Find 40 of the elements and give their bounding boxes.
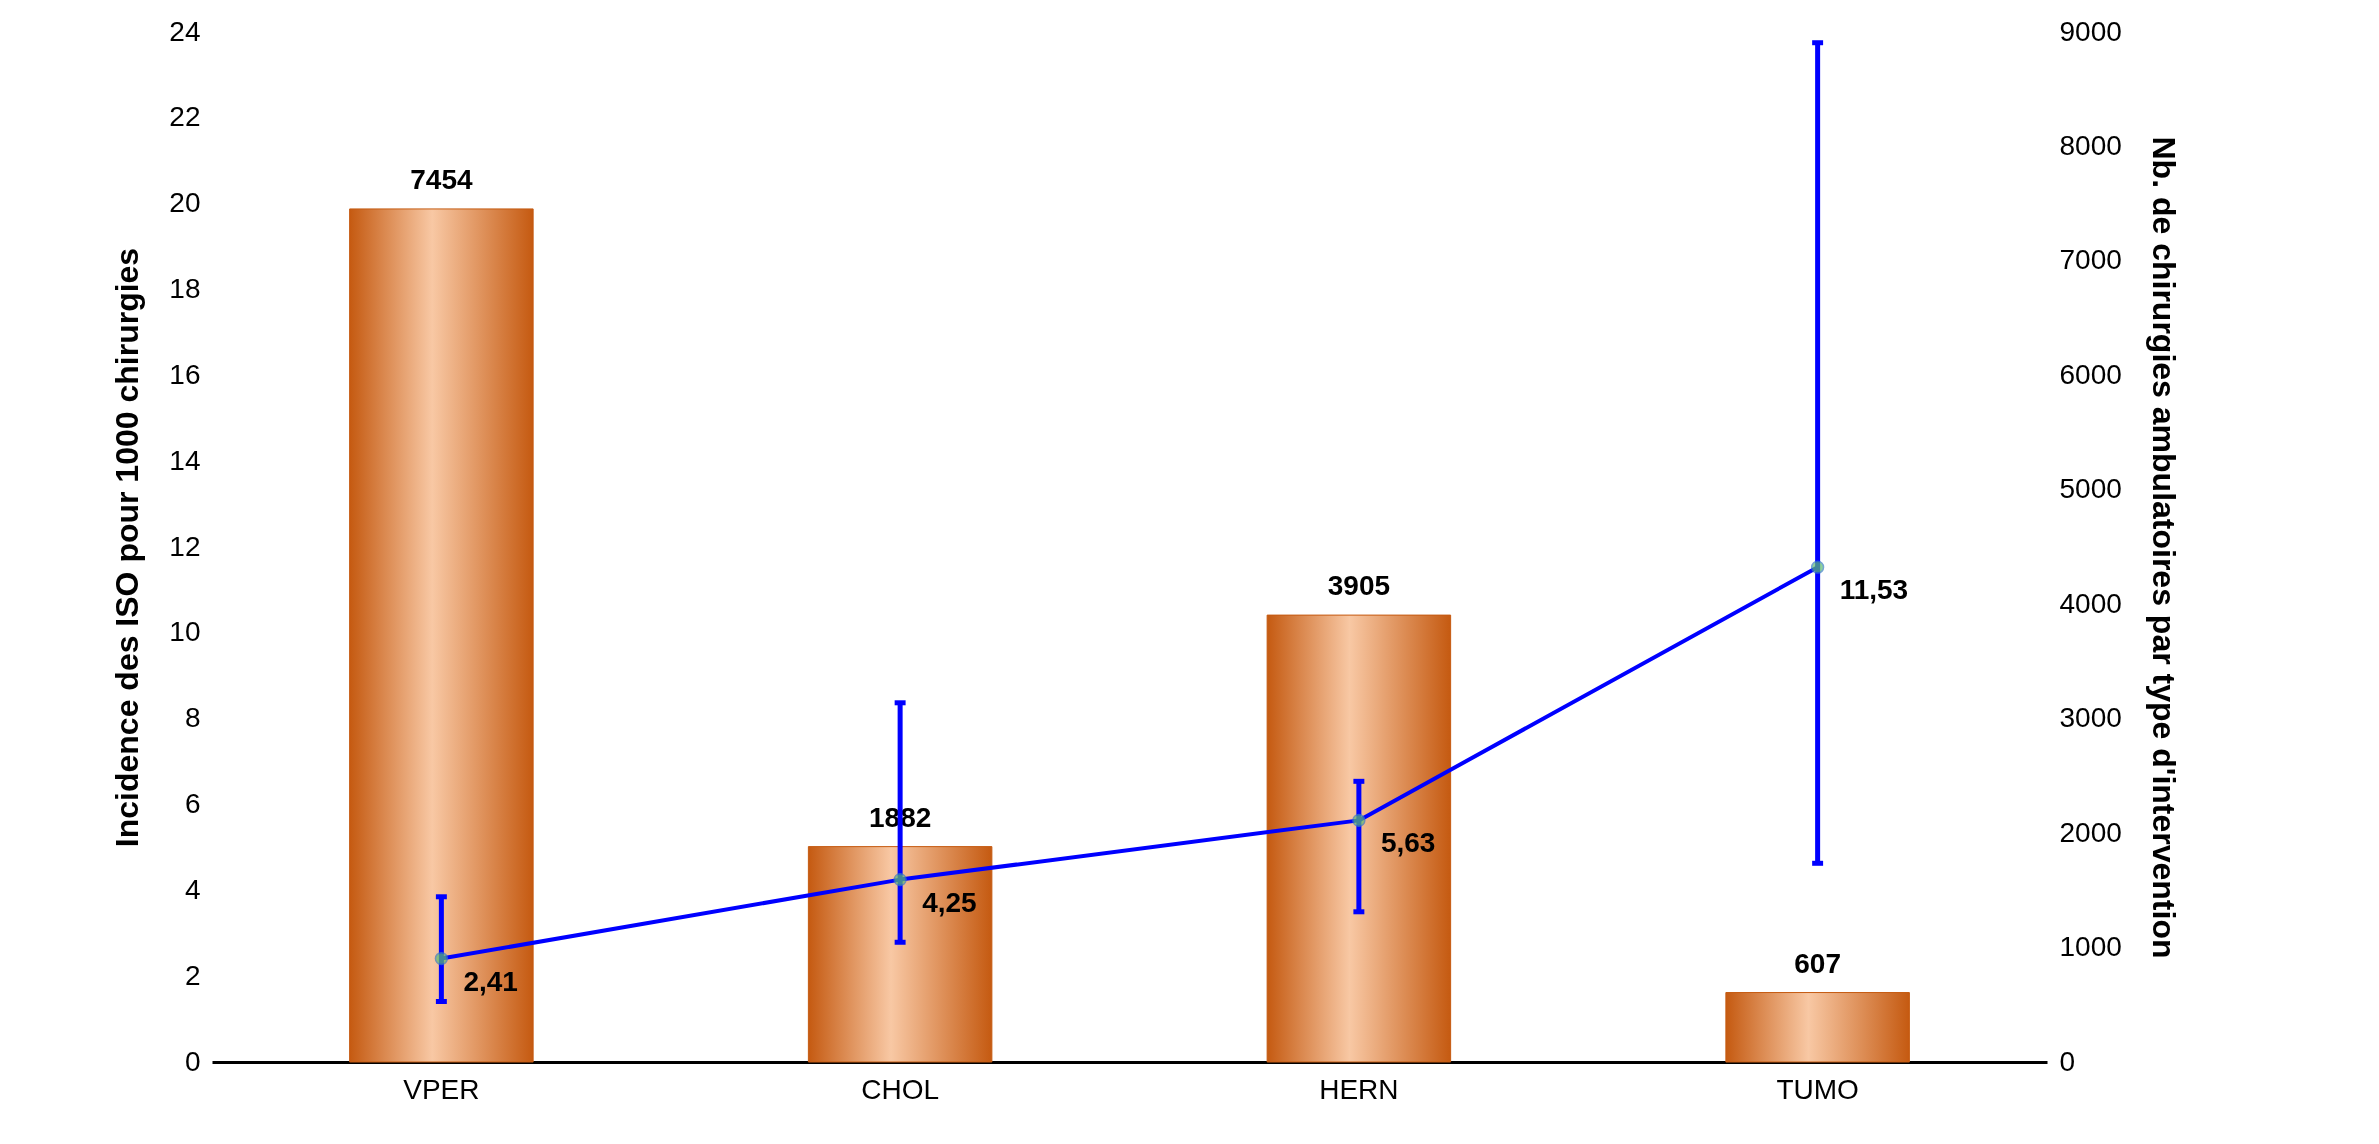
data-label: 11,53 bbox=[1839, 574, 1909, 606]
bar bbox=[1266, 614, 1452, 1063]
y2-tick-label: 9000 bbox=[2059, 15, 2122, 47]
bar bbox=[349, 208, 534, 1063]
bar bbox=[807, 846, 993, 1063]
data-label: 5,63 bbox=[1380, 827, 1436, 859]
data-label: 4,25 bbox=[922, 886, 977, 918]
x-tick-label: CHOL bbox=[861, 1073, 940, 1105]
y-tick-label: 16 bbox=[169, 358, 201, 390]
data-label: 607 bbox=[1794, 947, 1841, 979]
bar bbox=[1725, 992, 1910, 1063]
y-tick-label: 0 bbox=[184, 1045, 201, 1077]
y2-tick-label: 6000 bbox=[2059, 358, 2122, 390]
y2-tick-label: 0 bbox=[2059, 1045, 2076, 1077]
y2-axis-title: Nb. de chirurgies ambulatoires par type d'intervention bbox=[2145, 136, 2182, 959]
y2-tick-label: 4000 bbox=[2059, 587, 2122, 619]
y2-tick-label: 2000 bbox=[2059, 816, 2122, 848]
data-label: 3905 bbox=[1327, 570, 1391, 602]
y-tick-label: 2 bbox=[184, 959, 201, 991]
y-axis-title: Incidence des ISO pour 1000 chirurgies bbox=[109, 247, 146, 848]
y2-tick-label: 8000 bbox=[2059, 129, 2122, 161]
x-tick-label: HERN bbox=[1319, 1073, 1399, 1105]
x-tick-label: TUMO bbox=[1776, 1073, 1859, 1105]
y-tick-label: 6 bbox=[184, 788, 201, 819]
y-tick-label: 8 bbox=[184, 702, 201, 734]
y-tick-label: 10 bbox=[169, 616, 201, 648]
y2-tick-label: 3000 bbox=[2059, 702, 2122, 734]
y-tick-label: 4 bbox=[184, 873, 201, 905]
y-tick-label: 14 bbox=[169, 444, 201, 476]
y-tick-label: 12 bbox=[169, 530, 201, 562]
data-label: 2,41 bbox=[463, 965, 518, 997]
y-tick-label: 24 bbox=[169, 15, 201, 47]
y-tick-label: 20 bbox=[169, 187, 201, 219]
y2-tick-label: 1000 bbox=[2059, 931, 2122, 963]
y2-tick-label: 5000 bbox=[2059, 473, 2122, 505]
x-tick-label: VPER bbox=[403, 1073, 480, 1105]
y-tick-label: 22 bbox=[169, 101, 201, 133]
data-label: 7454 bbox=[410, 163, 473, 195]
y-tick-label: 18 bbox=[169, 273, 201, 304]
y2-tick-label: 7000 bbox=[2059, 244, 2122, 276]
